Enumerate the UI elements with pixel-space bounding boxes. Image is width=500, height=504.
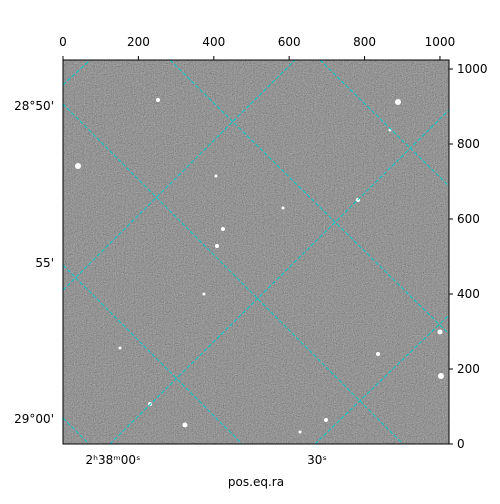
x-tick-label: 400: [202, 35, 225, 49]
dec-tick-label: 28°50': [14, 99, 54, 113]
y-tick-label: 600: [457, 212, 480, 226]
dec-grid-line: [319, 60, 449, 187]
dec-grid-line: [63, 264, 243, 444]
ra-grid-line: [109, 109, 449, 444]
y-tick-label: 200: [457, 362, 480, 376]
sky-image: [63, 60, 449, 444]
dec-grid-line: [63, 417, 90, 444]
ra-grid-line: [314, 314, 449, 444]
x-tick-label: 0: [59, 35, 67, 49]
x-tick-label: 200: [127, 35, 150, 49]
dec-tick-label: 55': [35, 256, 54, 270]
y-tick-label: 400: [457, 287, 480, 301]
dec-grid-line: [169, 60, 449, 335]
dec-tick-label: 29°00': [14, 412, 54, 426]
y-tick-label: 0: [457, 437, 465, 451]
dec-grid-line: [63, 103, 404, 444]
x-tick-label: 600: [278, 35, 301, 49]
y-tick-label: 800: [457, 137, 480, 151]
ra-grid-line: [63, 60, 91, 86]
ra-tick-label: 2ʰ38ᵐ00ˢ: [86, 453, 141, 467]
x-tick-label: 1000: [425, 35, 456, 49]
axes-frame: [62, 59, 450, 445]
x-tick-label: 800: [353, 35, 376, 49]
ra-grid-line: [63, 60, 296, 291]
wcs-grid: [63, 60, 449, 444]
ra-tick-label: 30ˢ: [307, 453, 327, 467]
x-axis-label: pos.eq.ra: [228, 475, 284, 489]
y-tick-label: 1000: [457, 62, 488, 76]
